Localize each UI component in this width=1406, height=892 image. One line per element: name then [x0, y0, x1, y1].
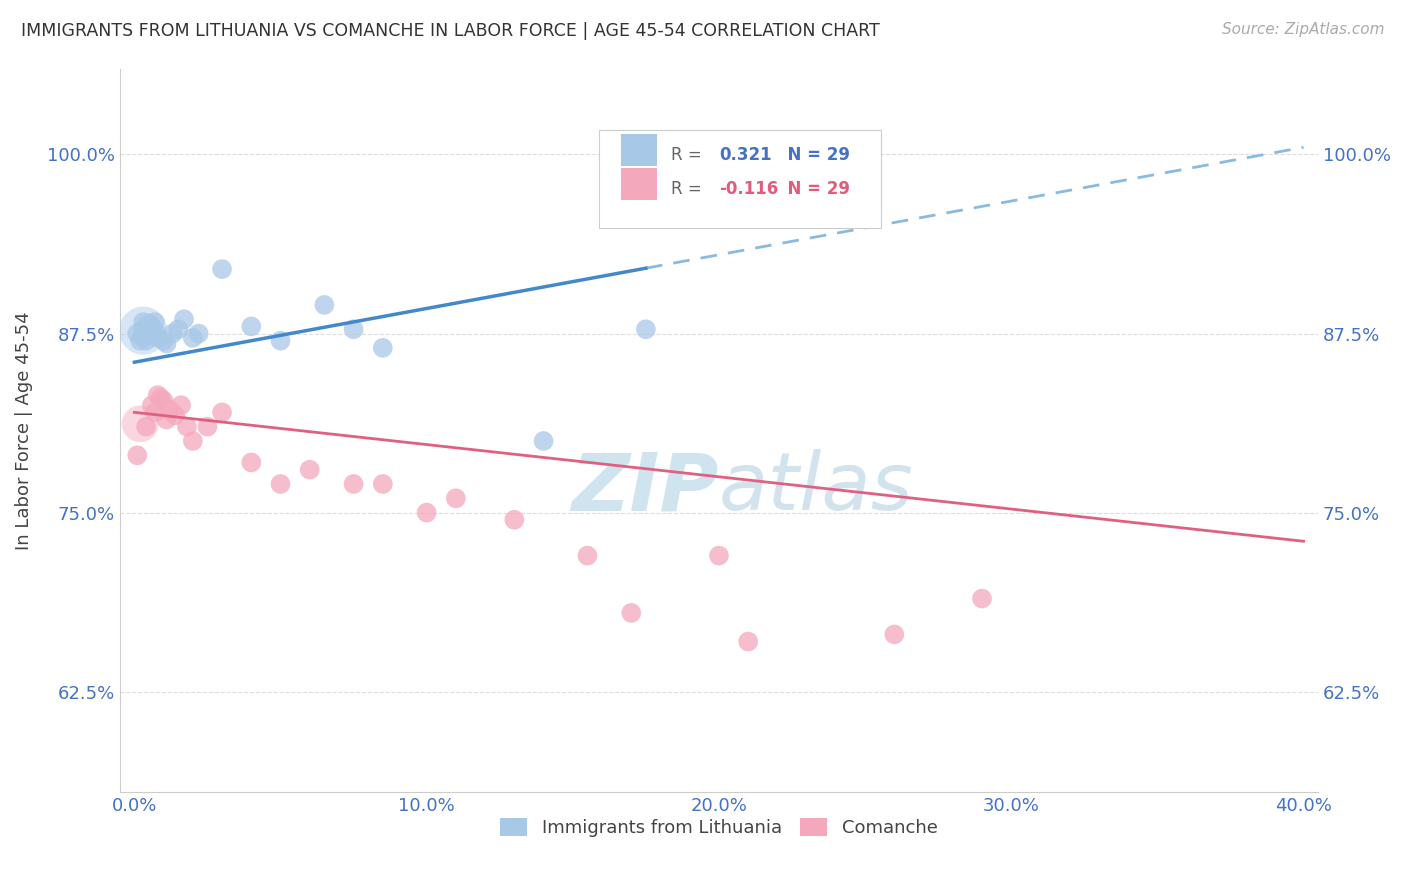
Point — [240, 319, 263, 334]
Point — [240, 455, 263, 469]
Point — [970, 591, 993, 606]
FancyBboxPatch shape — [620, 168, 657, 200]
Point — [135, 334, 157, 348]
Point — [165, 408, 187, 422]
Point — [371, 477, 394, 491]
Point — [129, 417, 152, 431]
Text: R =: R = — [671, 180, 707, 198]
Point — [159, 402, 181, 417]
Point — [371, 341, 394, 355]
Point — [314, 298, 336, 312]
Text: N = 29: N = 29 — [776, 146, 851, 164]
Point — [270, 334, 292, 348]
Point — [576, 549, 599, 563]
Point — [152, 334, 174, 348]
Point — [211, 405, 233, 419]
Point — [444, 491, 467, 506]
Point — [415, 506, 437, 520]
Point — [620, 606, 643, 620]
Point — [883, 627, 905, 641]
Point — [127, 448, 149, 462]
Text: Source: ZipAtlas.com: Source: ZipAtlas.com — [1222, 22, 1385, 37]
Point — [129, 334, 152, 348]
Point — [503, 513, 526, 527]
Point — [342, 322, 364, 336]
Point — [132, 324, 155, 338]
Point — [132, 329, 155, 343]
Point — [155, 412, 177, 426]
Point — [141, 326, 163, 341]
Point — [143, 324, 166, 338]
Point — [181, 331, 204, 345]
Point — [141, 319, 163, 334]
Text: R =: R = — [671, 146, 707, 164]
Legend: Immigrants from Lithuania, Comanche: Immigrants from Lithuania, Comanche — [494, 811, 945, 845]
Point — [149, 391, 172, 405]
Point — [342, 477, 364, 491]
Text: IMMIGRANTS FROM LITHUANIA VS COMANCHE IN LABOR FORCE | AGE 45-54 CORRELATION CHA: IMMIGRANTS FROM LITHUANIA VS COMANCHE IN… — [21, 22, 880, 40]
Point — [173, 312, 195, 326]
Point — [132, 322, 155, 336]
Point — [162, 326, 184, 341]
Point — [737, 634, 759, 648]
Point — [127, 326, 149, 341]
Point — [138, 322, 160, 336]
Point — [141, 398, 163, 412]
Point — [187, 326, 209, 341]
Point — [138, 317, 160, 331]
Point — [170, 398, 193, 412]
Point — [270, 477, 292, 491]
Point — [197, 419, 219, 434]
Point — [707, 549, 730, 563]
Text: N = 29: N = 29 — [776, 180, 851, 198]
Point — [146, 388, 169, 402]
Point — [634, 322, 657, 336]
Point — [146, 331, 169, 345]
Point — [181, 434, 204, 448]
FancyBboxPatch shape — [620, 134, 657, 166]
Point — [132, 315, 155, 329]
Point — [135, 419, 157, 434]
Point — [152, 393, 174, 408]
Point — [143, 315, 166, 329]
Point — [298, 463, 321, 477]
Point — [167, 322, 190, 336]
Point — [135, 326, 157, 341]
Text: ZIP: ZIP — [572, 449, 718, 527]
Point — [533, 434, 555, 448]
Y-axis label: In Labor Force | Age 45-54: In Labor Force | Age 45-54 — [15, 311, 32, 549]
Point — [211, 262, 233, 277]
Text: -0.116: -0.116 — [718, 180, 778, 198]
Text: atlas: atlas — [718, 449, 914, 527]
Point — [155, 336, 177, 351]
Point — [176, 419, 198, 434]
Point — [143, 405, 166, 419]
FancyBboxPatch shape — [599, 130, 880, 227]
Text: 0.321: 0.321 — [718, 146, 772, 164]
